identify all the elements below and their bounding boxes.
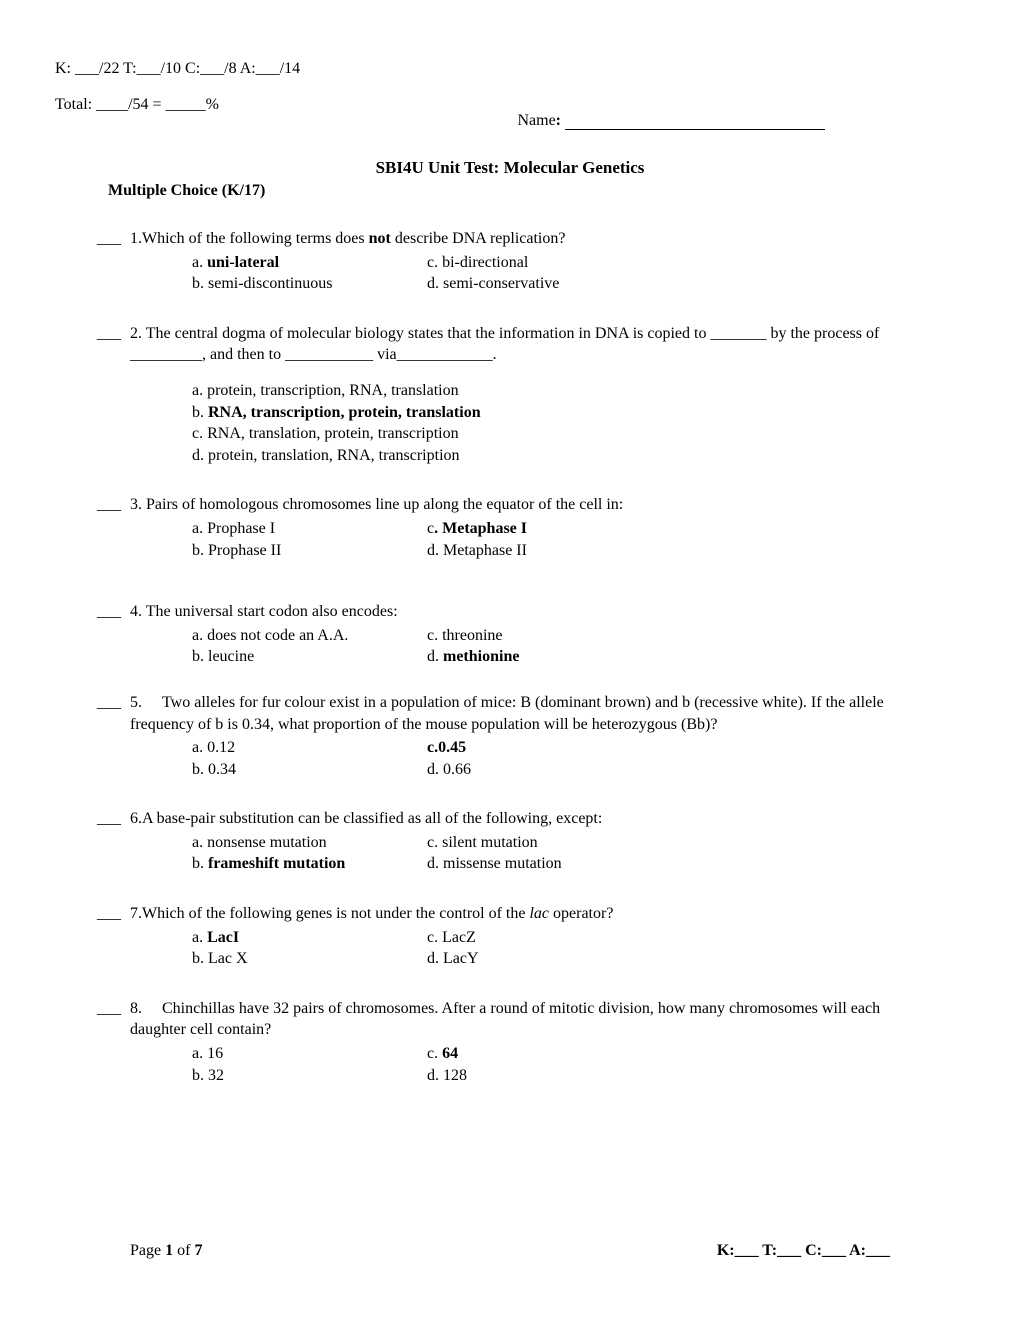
question-6: ___ 6.A base-pair substitution can be cl…: [130, 808, 910, 875]
q5-c-bold: c.0.45: [427, 737, 910, 759]
q8-c-label: c.: [427, 1045, 442, 1062]
footer-scores: K:___ T:___ C:___ A:___: [717, 1242, 890, 1260]
q3-blank: ___: [97, 494, 121, 516]
q8-b: b. 32: [192, 1065, 427, 1087]
q7-a-label: a.: [192, 929, 207, 946]
footer-page-num: 1: [165, 1242, 173, 1259]
q4-a: a. does not code an A.A.: [192, 625, 427, 647]
q6-b-bold: frameshift mutation: [208, 855, 345, 872]
q2-num: 2.: [130, 325, 142, 342]
q7-a-bold: LacI: [207, 929, 239, 946]
footer-page-pre: Page: [130, 1242, 165, 1259]
footer-page-total: 7: [194, 1242, 202, 1259]
question-4: ___ 4. The universal start codon also en…: [130, 601, 910, 668]
q1-a-label: a.: [192, 254, 207, 271]
q7-c: c. LacZ: [427, 927, 910, 949]
q5-num: 5.: [130, 694, 142, 711]
q4-text: The universal start codon also encodes:: [142, 603, 398, 620]
q6-num: 6.: [130, 810, 142, 827]
q4-d-label: d.: [427, 648, 443, 665]
q8-blank: ___: [97, 998, 121, 1020]
q3-num: 3.: [130, 496, 142, 513]
footer: Page 1 of 7 K:___ T:___ C:___ A:___: [55, 1242, 965, 1260]
q3-b: b. Prophase II: [192, 540, 427, 562]
question-8: ___ 8.Chinchillas have 32 pairs of chrom…: [130, 998, 910, 1086]
q2-d: d. protein, translation, RNA, transcript…: [192, 445, 910, 467]
q8-num: 8.: [130, 1000, 142, 1017]
q1-d: d. semi-conservative: [427, 273, 910, 295]
q1-text-bold: not: [369, 230, 391, 247]
q7-d: d. LacY: [427, 948, 910, 970]
question-5: ___ 5.Two alleles for fur colour exist i…: [130, 692, 910, 780]
q2-c: c. RNA, translation, protein, transcript…: [192, 423, 910, 445]
q8-d: d. 128: [427, 1065, 910, 1087]
q6-blank: ___: [97, 808, 121, 830]
q5-a: a. 0.12: [192, 737, 427, 759]
question-3: ___ 3. Pairs of homologous chromosomes l…: [130, 494, 910, 561]
q3-text: Pairs of homologous chromosomes line up …: [142, 496, 623, 513]
q6-d: d. missense mutation: [427, 853, 910, 875]
q8-a: a. 16: [192, 1043, 427, 1065]
q6-b-label: b.: [192, 855, 208, 872]
q6-c: c. silent mutation: [427, 832, 910, 854]
name-underline: [565, 129, 825, 130]
q2-blank: ___: [97, 323, 121, 345]
q7-blank: ___: [97, 903, 121, 925]
q2-a: a. protein, transcription, RNA, translat…: [192, 380, 910, 402]
q6-text: A base-pair substitution can be classifi…: [142, 810, 602, 827]
q5-d: d. 0.66: [427, 759, 910, 781]
q3-d: d. Metaphase II: [427, 540, 910, 562]
q6-a: a. nonsense mutation: [192, 832, 427, 854]
q8-text: Chinchillas have 32 pairs of chromosomes…: [130, 1000, 880, 1039]
question-7: ___ 7.Which of the following genes is no…: [130, 903, 910, 970]
q1-b: b. semi-discontinuous: [192, 273, 427, 295]
q4-b: b. leucine: [192, 646, 427, 668]
question-1: ___ 1.Which of the following terms does …: [130, 228, 910, 295]
q1-num: 1.: [130, 230, 142, 247]
q3-a: a. Prophase I: [192, 518, 427, 540]
q1-text-post: describe DNA replication?: [391, 230, 566, 247]
q4-blank: ___: [97, 601, 121, 623]
q5-blank: ___: [97, 692, 121, 714]
footer-page: Page 1 of 7: [130, 1242, 202, 1260]
q8-c-bold: 64: [442, 1045, 458, 1062]
q5-b: b. 0.34: [192, 759, 427, 781]
q7-text-pre: Which of the following genes is not unde…: [142, 905, 529, 922]
q2-b-label: b.: [192, 404, 208, 421]
q4-num: 4.: [130, 603, 142, 620]
q2-b-bold: RNA, transcription, protein, translation: [208, 404, 481, 421]
name-label: Name: [517, 112, 555, 129]
q1-a-bold: uni-lateral: [207, 254, 279, 271]
q1-text-pre: Which of the following terms does: [142, 230, 369, 247]
q7-b: b. Lac X: [192, 948, 427, 970]
q2-text: The central dogma of molecular biology s…: [130, 325, 879, 364]
q1-blank: ___: [97, 228, 121, 250]
q5-text: Two alleles for fur colour exist in a po…: [130, 694, 884, 733]
q4-c: c. threonine: [427, 625, 910, 647]
section-header: Multiple Choice (K/17): [108, 182, 965, 200]
q1-c: c. bi-directional: [427, 252, 910, 274]
question-2: ___ 2. The central dogma of molecular bi…: [130, 323, 910, 467]
footer-page-mid: of: [173, 1242, 194, 1259]
q7-text-post: operator?: [549, 905, 613, 922]
test-title: SBI4U Unit Test: Molecular Genetics: [55, 158, 965, 178]
header-scores: K: ___/22 T:___/10 C:___/8 A:___/14: [55, 60, 965, 78]
q3-c-bold: . Metaphase I: [434, 520, 527, 537]
q7-text-italic: lac: [529, 905, 549, 922]
name-line: Name:: [55, 112, 965, 130]
q7-num: 7.: [130, 905, 142, 922]
q4-d-bold: methionine: [443, 648, 519, 665]
